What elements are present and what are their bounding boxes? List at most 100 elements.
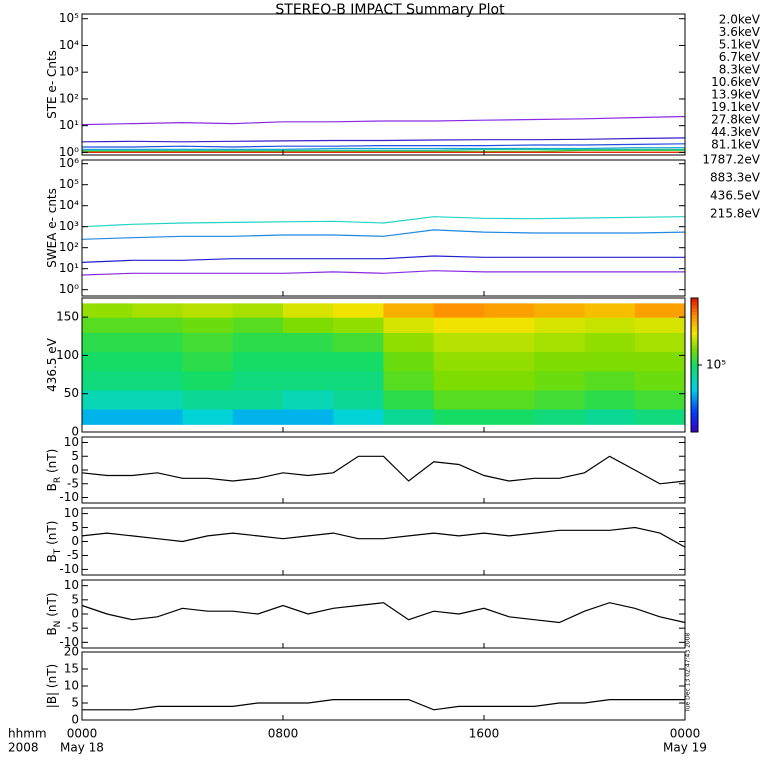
y-axis-label-part: T [53, 548, 63, 555]
y-tick-label: 0 [71, 463, 79, 477]
y-tick-label: 10¹ [59, 261, 79, 275]
heatmap-cell [584, 370, 636, 391]
legend-entry: 13.9keV [711, 88, 761, 102]
y-axis-label: 436.5 eV [45, 337, 59, 392]
colorbar-segment [691, 341, 698, 346]
colorbar-segment [691, 361, 698, 366]
y-tick-label: 10⁵ [59, 177, 79, 191]
heatmap-cell [383, 351, 435, 372]
data-line [82, 698, 685, 711]
y-axis-label-part: (nT) [45, 592, 59, 620]
heatmap-cell [82, 409, 133, 425]
heatmap-cell [232, 389, 284, 410]
y-tick-label: 10⁴ [59, 198, 79, 212]
data-line [82, 143, 686, 148]
y-tick-label: 5 [71, 592, 79, 606]
y-tick-label: 10 [64, 435, 79, 449]
legend-entry: 2.0keV [719, 13, 761, 27]
data-line [81, 216, 686, 228]
heatmap-cell [283, 317, 334, 333]
panel-frame [81, 13, 686, 156]
heatmap-cell [584, 332, 636, 353]
legend-entry: 436.5eV [710, 189, 761, 203]
colorbar-segment [691, 418, 698, 423]
data-line [82, 148, 685, 151]
heatmap-cell [383, 303, 435, 318]
panel-frame [81, 651, 686, 721]
y-tick-label: 10¹ [59, 118, 79, 132]
heatmap-cell [333, 409, 384, 425]
y-tick-label: 0 [71, 425, 79, 439]
heatmap-cell [182, 332, 234, 353]
y-axis-label-part: (nT) [45, 521, 59, 549]
heatmap-cell [232, 332, 284, 353]
plot-title: STEREO-B IMPACT Summary Plot [275, 2, 505, 18]
heatmap-cell [534, 332, 585, 353]
data-line [81, 455, 686, 485]
y-axis-label-part: 436.5 eV [45, 337, 59, 392]
colorbar-segment [691, 428, 698, 433]
heatmap-cell [383, 332, 435, 353]
heatmap-cell [584, 351, 636, 372]
y-tick-label: -5 [67, 548, 79, 562]
y-tick-label: 10⁴ [59, 38, 79, 52]
heatmap-cell [132, 303, 183, 318]
y-tick-label: 10⁶ [59, 156, 79, 170]
colorbar-segment [691, 368, 698, 373]
heatmap-cell [333, 351, 384, 372]
legend-entry: 44.3keV [711, 125, 761, 139]
y-tick-label: 10 [64, 578, 79, 592]
legend-entry: 5.1keV [719, 38, 761, 52]
timestamp: Tue Dec 13 02:47:43 2008 [685, 632, 692, 713]
heatmap-cell [82, 332, 133, 353]
x-axis-label: hhmm [8, 727, 47, 741]
x-tick-label: 0000 [670, 727, 701, 741]
colorbar-segment [691, 298, 698, 302]
y-tick-label: 10⁰ [59, 282, 79, 296]
heatmap-cell [333, 303, 384, 318]
heatmap-cell [82, 317, 133, 333]
y-tick-label: 0 [71, 534, 79, 548]
panel-frame [81, 159, 686, 297]
heatmap-cell [333, 317, 384, 333]
colorbar-segment [691, 425, 698, 430]
legend-entry: 19.1keV [711, 100, 761, 114]
heatmap-cell [484, 351, 535, 372]
heatmap-cell [584, 409, 636, 425]
x-tick-label: 0000 [67, 727, 98, 741]
colorbar-segment [691, 318, 698, 322]
y-axis-label: BT (nT) [45, 521, 63, 563]
y-tick-label: 10 [64, 679, 79, 693]
heatmap-cell [82, 370, 133, 391]
data-line [81, 526, 686, 548]
heatmap-cell [283, 332, 334, 353]
heatmap-cell [634, 317, 686, 333]
heatmap-cell [333, 332, 384, 353]
data-line [81, 229, 686, 240]
colorbar-segment [691, 334, 698, 339]
y-tick-label: 100 [56, 348, 79, 362]
y-tick-label: 0 [71, 607, 79, 621]
heatmap-cell [132, 317, 183, 333]
heatmap-cell [82, 389, 133, 410]
heatmap-cell [383, 389, 435, 410]
y-tick-label: 5 [71, 520, 79, 534]
colorbar-segment [691, 388, 698, 393]
colorbar-segment [691, 411, 698, 416]
heatmap-cell [283, 351, 334, 372]
heatmap-cell [634, 351, 686, 372]
y-axis-label-part: N [53, 621, 63, 628]
y-axis-label-part: SWEA e- cnts [45, 188, 59, 268]
heatmap-cell [132, 332, 183, 353]
y-tick-label: -10 [59, 562, 79, 576]
panel-frame [81, 436, 686, 504]
heatmap-cell [534, 351, 585, 372]
heatmap-cell [283, 409, 334, 425]
heatmap-cell [232, 303, 284, 318]
heatmap-cell [182, 351, 234, 372]
heatmap-cell [584, 303, 636, 318]
heatmap-cell [333, 389, 384, 410]
colorbar-segment [691, 395, 698, 399]
heatmap-cell [484, 370, 535, 391]
